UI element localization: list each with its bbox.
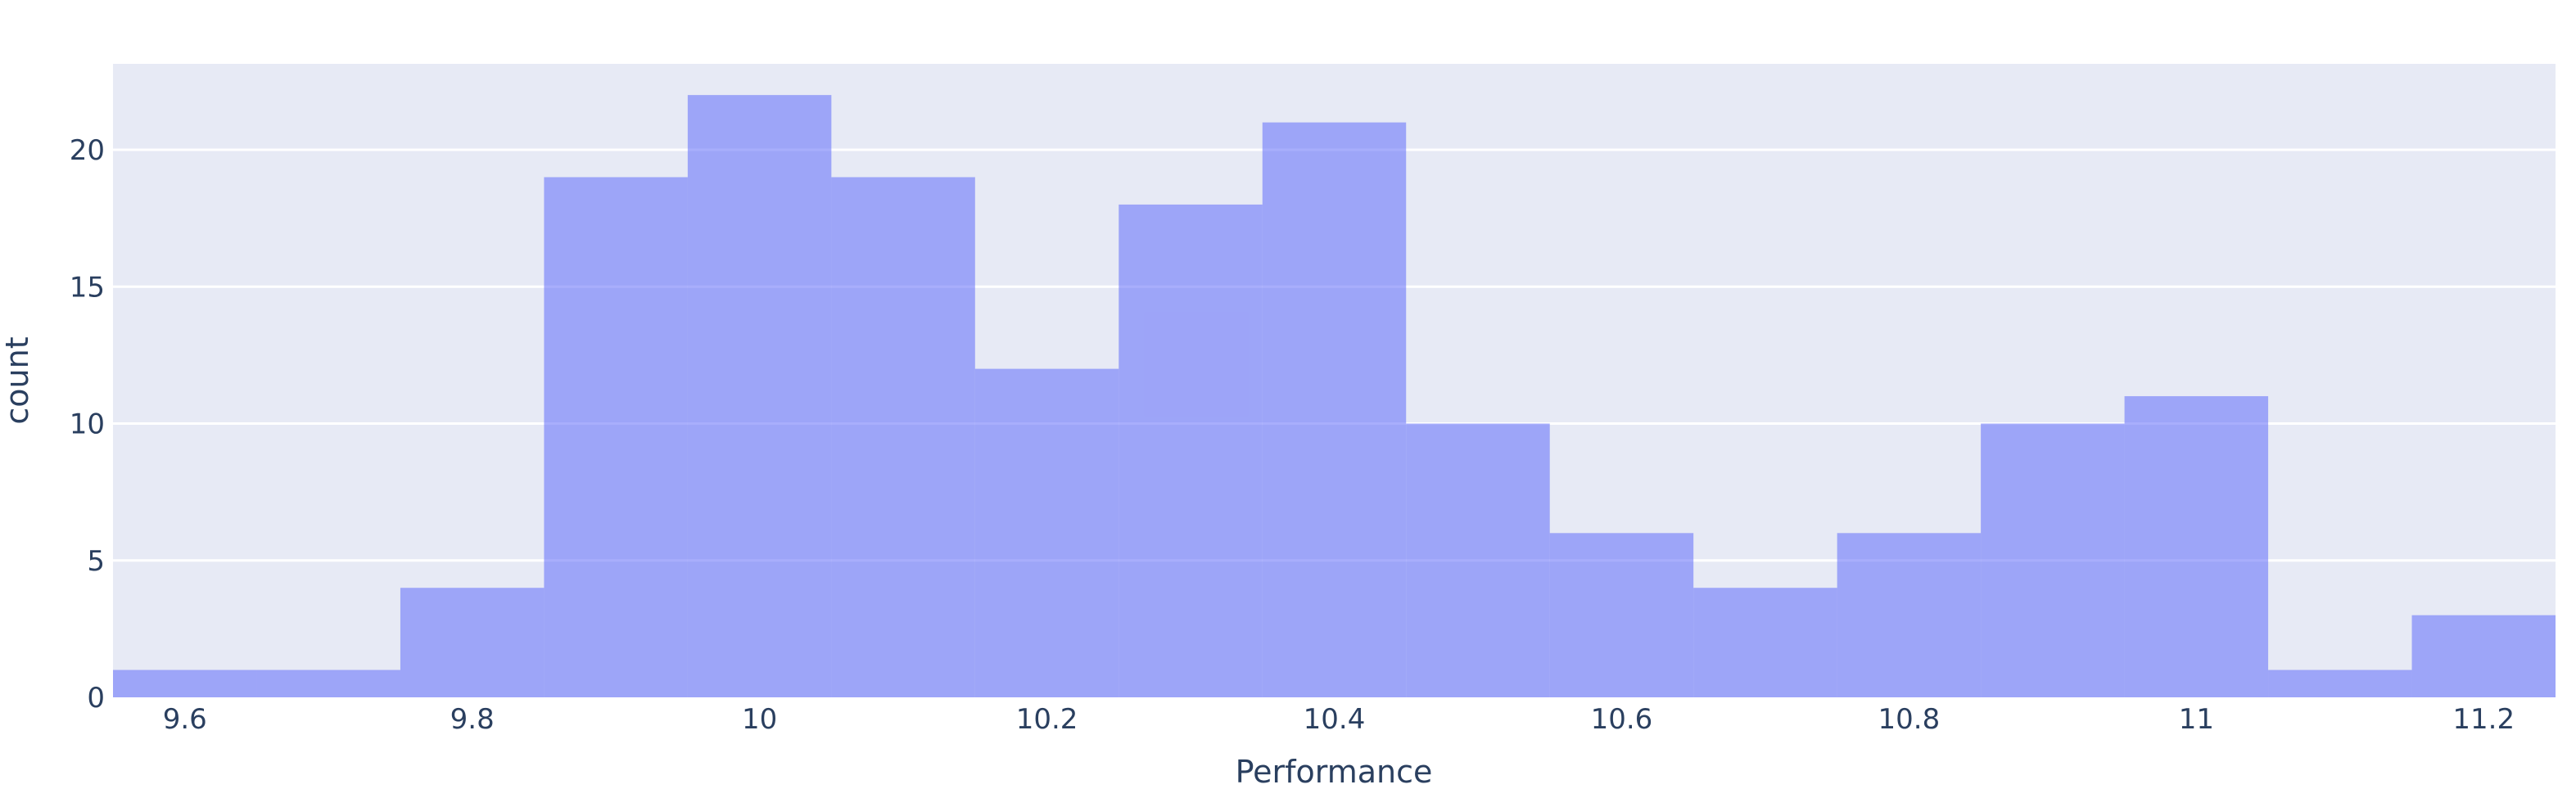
y-tick-label: 15 <box>70 271 105 304</box>
histogram-bar[interactable] <box>1837 533 1982 697</box>
x-axis-title: Performance <box>1236 754 1433 790</box>
x-tick-label: 10.6 <box>1591 703 1653 736</box>
histogram-bar[interactable] <box>2268 669 2412 697</box>
x-tick-label: 11 <box>2179 703 2214 736</box>
histogram-bar[interactable] <box>974 368 1119 697</box>
histogram-bar[interactable] <box>831 177 975 697</box>
bars-layer <box>113 95 2556 698</box>
x-tick-label: 9.6 <box>163 703 207 736</box>
x-tick-labels: 9.6 9.8 10 10.2 10.4 10.6 10.8 11 11.2 <box>163 703 2515 736</box>
y-tick-label: 5 <box>87 545 105 578</box>
histogram-bar[interactable] <box>687 95 832 698</box>
histogram-bar[interactable] <box>1119 204 1263 698</box>
x-tick-label: 9.8 <box>450 703 495 736</box>
y-tick-label: 0 <box>87 682 105 715</box>
x-tick-label: 10 <box>742 703 777 736</box>
histogram-bar[interactable] <box>400 588 545 697</box>
x-tick-label: 11.2 <box>2452 703 2515 736</box>
histogram-bar[interactable] <box>1262 122 1407 697</box>
y-tick-label: 10 <box>70 408 105 441</box>
histogram-bar[interactable] <box>544 177 688 697</box>
y-tick-label: 20 <box>70 134 105 167</box>
x-tick-label: 10.2 <box>1016 703 1078 736</box>
histogram-bar[interactable] <box>2411 615 2556 697</box>
histogram-bar[interactable] <box>1693 588 1837 697</box>
y-axis-title: count <box>0 336 35 424</box>
histogram-bar[interactable] <box>1981 423 2125 697</box>
histogram-bar[interactable] <box>1549 533 1694 697</box>
x-tick-label: 10.8 <box>1878 703 1941 736</box>
histogram-bar[interactable] <box>2124 396 2269 697</box>
y-tick-labels: 0 5 10 15 20 <box>70 134 105 715</box>
histogram-bar[interactable] <box>256 669 400 697</box>
histogram-bar[interactable] <box>1406 423 1550 697</box>
histogram-bar[interactable] <box>113 669 257 697</box>
x-tick-label: 10.4 <box>1304 703 1366 736</box>
